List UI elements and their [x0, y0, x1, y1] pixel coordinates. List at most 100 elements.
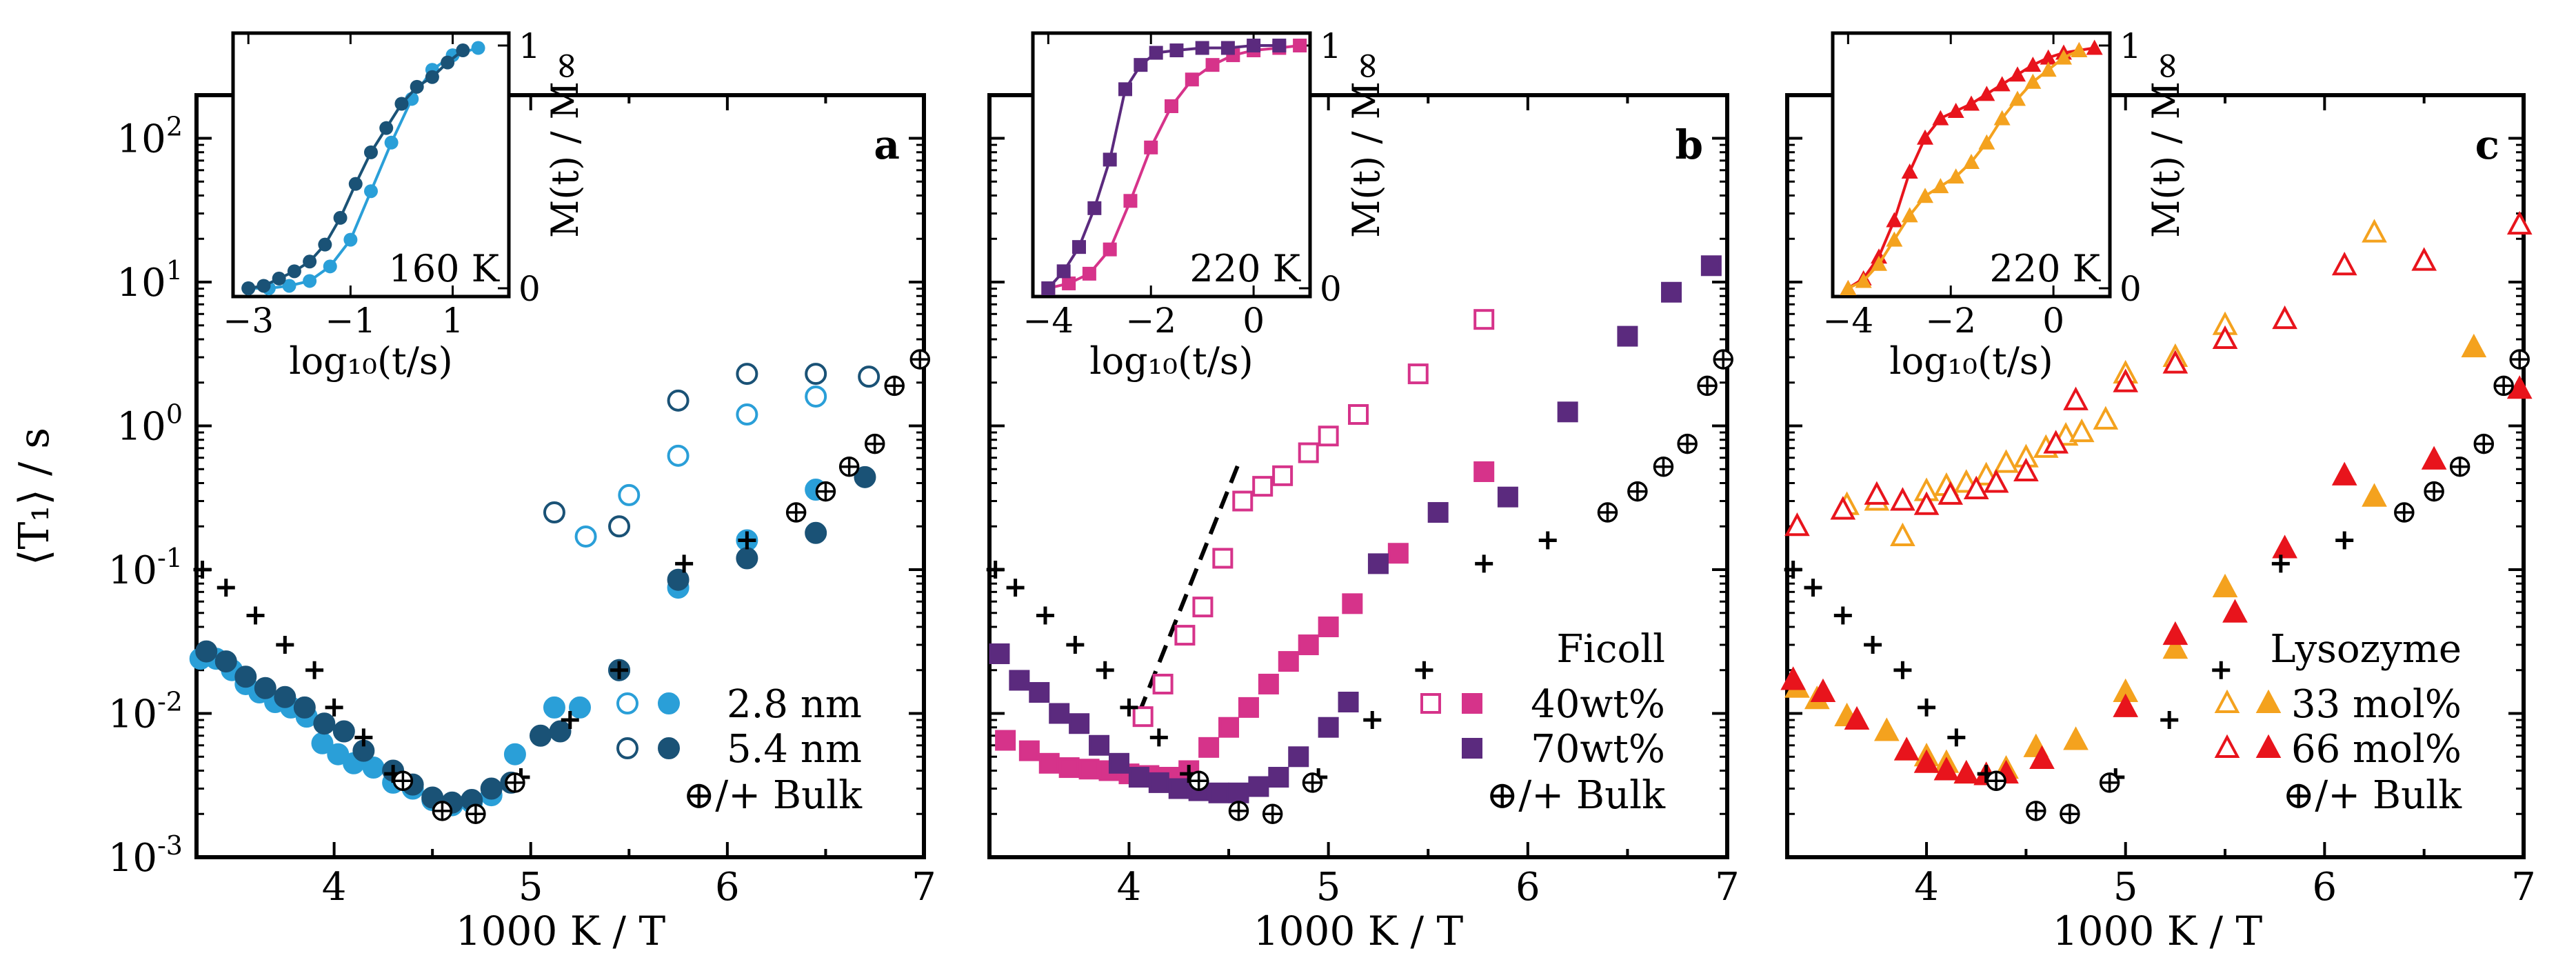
data-point	[1189, 772, 1208, 790]
inset-data-point	[1062, 276, 1076, 290]
inset-data-point	[1901, 207, 1918, 223]
data-point	[1318, 717, 1339, 738]
x-tick-label: 5	[1316, 865, 1341, 910]
legend-label: 5.4 nm	[727, 727, 862, 772]
data-point	[2362, 219, 2387, 243]
panel-label: c	[2475, 121, 2499, 168]
inset-series-33-mol-	[1840, 42, 2088, 295]
legend-marker	[2214, 734, 2240, 758]
data-point	[543, 501, 565, 524]
data-point	[1238, 697, 1259, 718]
inset-data-point	[1840, 280, 1857, 295]
inset-data-point	[1169, 43, 1184, 58]
data-point	[529, 724, 552, 747]
plot-frame	[987, 93, 1729, 859]
inset-x-tick-label: −2	[1125, 301, 1176, 341]
data-point	[549, 720, 572, 743]
data-point	[1228, 782, 1249, 803]
data-point	[1018, 740, 1040, 761]
inset-data-point	[241, 281, 256, 295]
inset-data-point	[1293, 39, 1307, 52]
inset-data-point	[1871, 255, 1887, 271]
inset-data-point	[1978, 134, 1995, 150]
series-bulk-	[1986, 349, 2530, 824]
inset-temperature-label: 220 K	[1989, 247, 2101, 290]
data-point	[1248, 776, 1269, 797]
inset-data-point	[287, 264, 301, 279]
legend-title: Ficoll	[1556, 627, 1665, 672]
y-tick-label: 101	[117, 255, 183, 306]
series-2-8-nm-open-	[574, 385, 827, 548]
data-point	[433, 801, 452, 820]
inset-data-point	[1932, 110, 1949, 126]
data-point	[2331, 461, 2357, 485]
inset-data-point	[1144, 140, 1158, 154]
data-point	[2160, 711, 2179, 730]
inset-data-point	[323, 259, 337, 274]
data-point	[1993, 449, 2019, 473]
data-point	[1873, 717, 1900, 741]
inset-data-point	[348, 177, 363, 191]
data-point	[1953, 759, 1980, 784]
data-point	[986, 561, 1005, 579]
data-point	[787, 503, 805, 522]
panel-label: b	[1675, 121, 1703, 168]
data-point	[1066, 636, 1085, 654]
legend-label: ⊕/+ Bulk	[683, 773, 863, 818]
inset-data-point	[1087, 201, 1102, 215]
data-point	[667, 444, 690, 467]
data-point	[1029, 682, 1050, 703]
data-point	[1913, 749, 1940, 773]
inset-data-point	[456, 43, 470, 58]
data-point	[1475, 554, 1493, 573]
data-point	[505, 773, 524, 792]
inset-data-point	[1041, 281, 1056, 295]
data-point	[480, 777, 503, 800]
data-point	[2100, 773, 2119, 792]
inset-y-tick-label: 0	[1320, 269, 1342, 309]
data-point	[1006, 579, 1025, 597]
inset-temperature-label: 160 K	[388, 247, 500, 290]
data-point	[1407, 363, 1429, 385]
panel-a: 4 5 6 7 a 2.8 nm5.4 nm⊕/+ Bulk −3 −1 1 0 1 160 K log…	[189, 26, 936, 910]
data-point	[667, 568, 690, 591]
inset-data-point	[1963, 95, 1980, 111]
data-point	[2335, 531, 2354, 550]
data-point	[1212, 548, 1234, 569]
y-axis-label: ⟨T₁⟩ / s	[10, 428, 59, 565]
data-point	[1128, 767, 1149, 788]
data-point	[1348, 404, 1369, 426]
legend: Ficoll 40wt%70wt%⊕/+ Bulk	[1420, 627, 1666, 818]
data-point	[736, 363, 758, 386]
data-point	[1049, 703, 1070, 724]
inset-data-point	[303, 254, 317, 269]
data-point	[1192, 597, 1214, 618]
data-point	[2212, 661, 2231, 679]
data-point	[2212, 325, 2238, 350]
inset-data-point	[1072, 240, 1086, 254]
data-point	[840, 457, 858, 476]
data-point	[2461, 333, 2487, 358]
inset-data-point	[2040, 49, 2057, 65]
inset-data-point	[282, 279, 296, 293]
data-point	[1654, 457, 1673, 476]
legend-label: 66 mol%	[2291, 727, 2462, 772]
y-tick-label: 10-1	[108, 543, 183, 593]
data-point	[325, 698, 343, 717]
data-point	[1288, 746, 1309, 768]
series-70wt-filled-	[989, 255, 1722, 803]
data-point	[1661, 281, 1682, 303]
data-point	[2506, 375, 2533, 399]
data-point	[1218, 717, 1240, 738]
data-point	[854, 466, 876, 488]
inset-data-point	[1134, 58, 1148, 72]
inset-y-tick-label: 1	[2120, 26, 2142, 66]
data-point	[1272, 465, 1294, 486]
data-point	[1342, 593, 1363, 614]
data-point	[911, 350, 929, 369]
data-point	[394, 772, 412, 790]
legend-marker	[616, 692, 638, 714]
data-point	[2013, 457, 2039, 481]
data-point	[1844, 705, 1870, 730]
data-point	[667, 389, 690, 412]
